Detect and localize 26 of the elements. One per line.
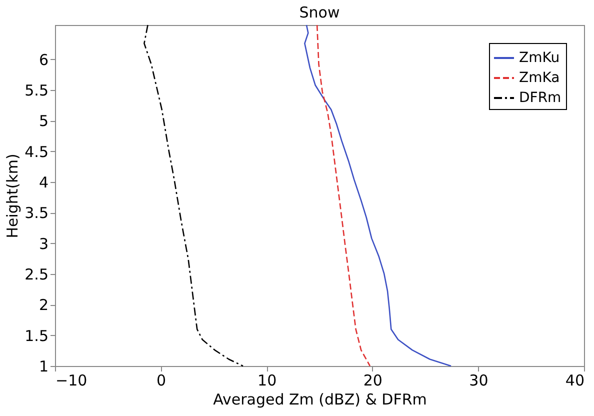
line-series <box>316 24 371 367</box>
y-tick-label: 1 <box>38 358 48 376</box>
line-series <box>144 24 244 367</box>
legend-label: ZmKu <box>519 50 560 66</box>
line-series <box>304 24 452 367</box>
y-axis-title: Height(km) <box>4 154 22 238</box>
legend-label: DFRm <box>519 90 562 106</box>
y-tick-label: 2.5 <box>24 266 48 284</box>
x-tick-label: 0 <box>156 372 166 390</box>
y-tick-label: 5.5 <box>24 82 48 100</box>
x-tick-label: 40 <box>565 372 584 390</box>
x-tick-label: −10 <box>56 372 88 390</box>
chart-title: Snow <box>299 3 340 22</box>
x-axis-title: Averaged Zm (dBZ) & DFRm <box>213 390 427 408</box>
y-tick-label: 6 <box>38 50 48 69</box>
y-tick-label: 3 <box>38 234 48 253</box>
y-tick-label: 2 <box>38 296 48 314</box>
legend-label: ZmKa <box>519 70 560 86</box>
y-tick-label: 3.5 <box>24 204 48 222</box>
x-tick-label: 30 <box>469 372 488 390</box>
y-tick-label: 5 <box>38 112 48 130</box>
y-tick-label: 4.5 <box>24 142 48 161</box>
y-tick-label: 1.5 <box>24 326 48 345</box>
x-tick-label: 10 <box>258 372 277 390</box>
x-tick-label: 20 <box>363 372 382 390</box>
y-tick-label: 4 <box>38 174 48 192</box>
